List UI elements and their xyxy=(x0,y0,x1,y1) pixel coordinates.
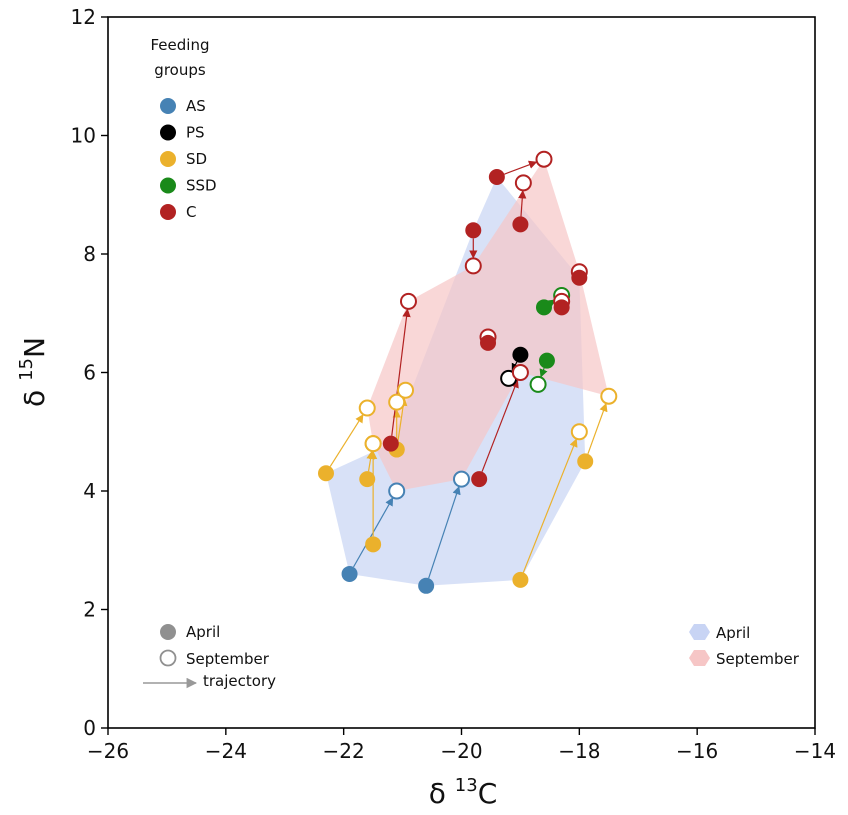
y-axis-title-suffix: N xyxy=(18,337,51,358)
september-point-c-16 xyxy=(536,152,551,167)
legend-label-ps: PS xyxy=(186,124,205,142)
feeding-groups-legend-items: AS PS SD SSD C xyxy=(160,97,217,221)
september-hull-legend-swatch xyxy=(689,650,710,666)
april-point-as-0 xyxy=(342,566,358,582)
september-point-ssd-10 xyxy=(531,377,546,392)
september-open-marker-legend-swatch xyxy=(161,651,176,666)
april-point-sd-9 xyxy=(577,453,593,469)
april-point-c-16 xyxy=(489,169,505,185)
x-axis-title-suffix: C xyxy=(478,777,498,810)
september-point-sd-7 xyxy=(398,383,413,398)
legend-label-as: AS xyxy=(186,97,206,115)
legend-label-c: C xyxy=(186,203,196,221)
legend-swatch-sd xyxy=(160,151,176,167)
y-axis-title: δ 15N xyxy=(16,337,51,407)
april-hull-legend-label: April xyxy=(716,624,750,642)
legend-swatch-ssd xyxy=(160,178,176,194)
september-point-c-13 xyxy=(513,365,528,380)
x-tick-label: −18 xyxy=(558,739,600,763)
y-tick-label: 2 xyxy=(83,598,96,622)
september-point-as-0 xyxy=(389,484,404,499)
x-tick-label: −22 xyxy=(323,739,365,763)
hull-legend: April September xyxy=(689,624,800,668)
trajectory-legend-label: trajectory xyxy=(203,672,276,690)
april-point-ssd-10 xyxy=(539,353,555,369)
september-point-sd-5 xyxy=(366,436,381,451)
feeding-groups-legend: Feeding groups AS PS SD SSD C xyxy=(151,36,217,221)
april-point-as-1 xyxy=(418,578,434,594)
april-point-c-15 xyxy=(465,222,481,238)
feeding-groups-legend-title-line1: Feeding xyxy=(151,36,210,54)
legend-swatch-c xyxy=(160,204,176,220)
april-point-sd-4 xyxy=(359,471,375,487)
x-axis-title: δ 13C xyxy=(429,775,498,810)
april-point-ssd-11 xyxy=(536,299,552,315)
april-point-sd-5 xyxy=(365,536,381,552)
x-tick-label: −16 xyxy=(676,739,718,763)
trajectory-arrow-sd-9 xyxy=(588,404,606,454)
y-tick-label: 6 xyxy=(83,361,96,385)
x-tick-label: −24 xyxy=(205,739,247,763)
x-axis-title-superscript: 13 xyxy=(455,775,478,796)
september-point-as-1 xyxy=(454,472,469,487)
september-point-sd-8 xyxy=(572,424,587,439)
y-tick-label: 4 xyxy=(83,479,96,503)
x-tick-label: −20 xyxy=(440,739,482,763)
april-point-c-17 xyxy=(512,216,528,232)
y-axis-title-prefix: δ xyxy=(18,381,51,407)
y-tick-label: 0 xyxy=(83,716,96,740)
april-point-sd-3 xyxy=(318,465,334,481)
feeding-groups-legend-title-line2: groups xyxy=(154,61,206,79)
april-point-c-12 xyxy=(383,436,399,452)
april-hull-legend-swatch xyxy=(689,624,710,640)
september-point-sd-3 xyxy=(360,401,375,416)
april-point-c-14 xyxy=(480,335,496,351)
x-axis-title-prefix: δ xyxy=(429,777,455,810)
legend-label-ssd: SSD xyxy=(186,177,217,195)
april-point-sd-8 xyxy=(512,572,528,588)
convex-hull-layer xyxy=(326,159,609,586)
september-point-c-17 xyxy=(516,175,531,190)
april-point-c-18 xyxy=(554,299,570,315)
marker-legend: April September trajectory xyxy=(143,623,276,690)
trajectory-arrow-c-16 xyxy=(504,162,536,174)
april-filled-marker-legend-swatch xyxy=(160,624,176,640)
y-axis-title-superscript: 15 xyxy=(16,358,37,381)
legend-swatch-as xyxy=(160,98,176,114)
x-tick-label: −26 xyxy=(87,739,129,763)
april-point-ps-2 xyxy=(512,347,528,363)
september-point-sd-9 xyxy=(601,389,616,404)
september-marker-legend-label: September xyxy=(186,650,270,668)
september-point-c-12 xyxy=(401,294,416,309)
april-point-c-13 xyxy=(471,471,487,487)
april-point-c-19 xyxy=(571,270,587,286)
y-tick-label: 10 xyxy=(71,124,96,148)
y-tick-label: 8 xyxy=(83,242,96,266)
september-point-c-15 xyxy=(466,258,481,273)
april-marker-legend-label: April xyxy=(186,623,220,641)
legend-swatch-ps xyxy=(160,125,176,141)
x-tick-label: −14 xyxy=(794,739,836,763)
y-tick-label: 12 xyxy=(71,5,96,29)
september-hull-legend-label: September xyxy=(716,650,800,668)
legend-label-sd: SD xyxy=(186,150,207,168)
